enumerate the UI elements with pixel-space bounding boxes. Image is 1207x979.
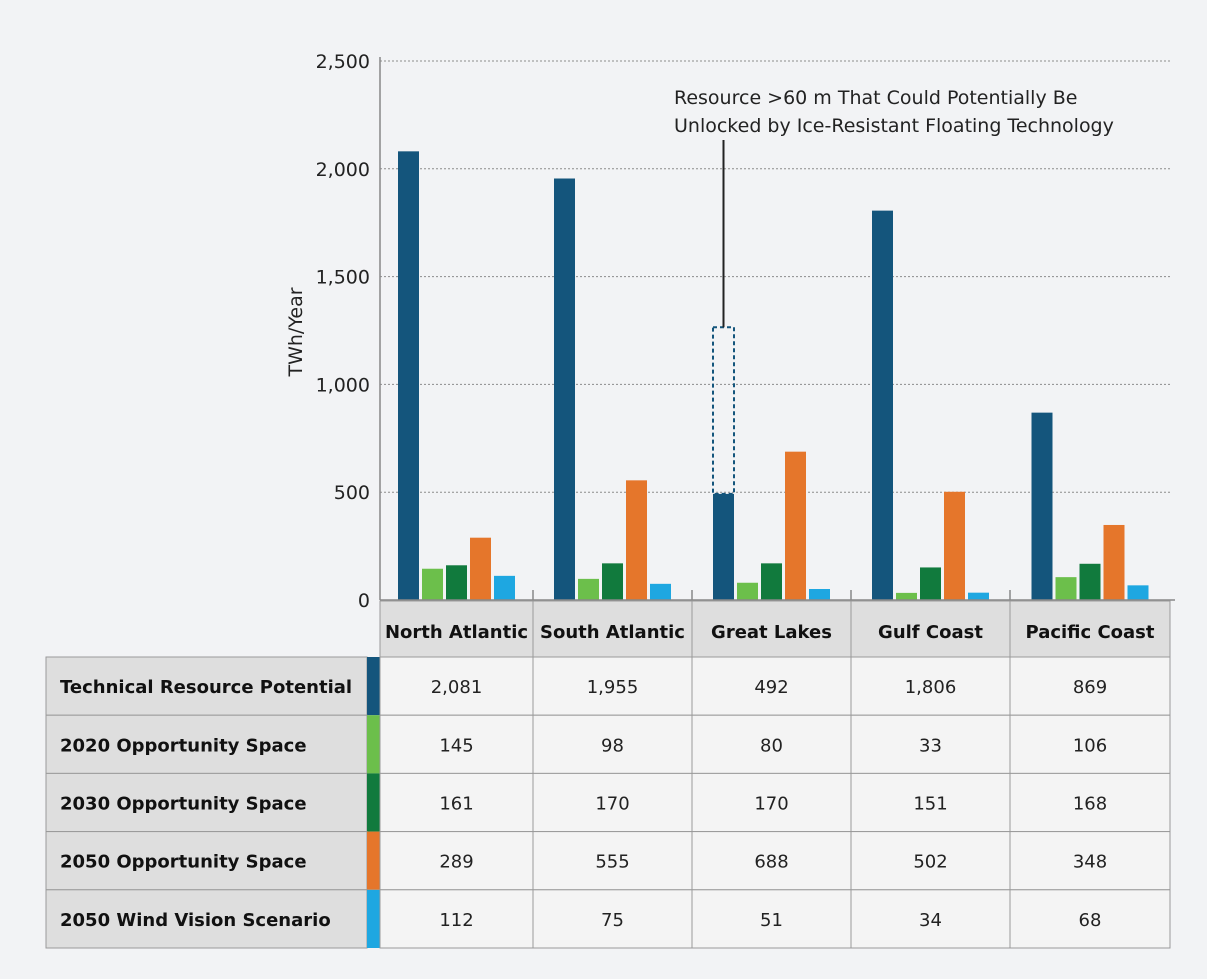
legend-swatch [367,831,380,890]
data-label: 1,955 [587,677,639,698]
data-label: 112 [439,910,473,931]
data-label: 869 [1073,677,1107,698]
legend-swatch [367,715,380,774]
bar [554,178,575,600]
data-label: 106 [1073,735,1107,756]
bar [1055,577,1077,600]
bar [737,582,758,600]
bar [1127,585,1149,600]
data-label: 170 [754,794,788,815]
bars [398,151,1149,600]
y-tick-label: 2,000 [316,159,370,181]
bar [713,493,734,600]
bar [422,568,443,600]
data-label: 289 [439,852,473,873]
row-label-cell [45,889,368,949]
bar [1103,524,1125,600]
axes [379,57,1175,601]
bar [968,592,989,600]
y-tick-label: 1,500 [316,267,370,289]
category-label: North Atlantic [385,622,528,643]
data-label: 75 [601,910,624,931]
bar [626,480,647,600]
legend-swatch [367,657,380,716]
bar [920,567,941,600]
bar [785,451,806,600]
table-row [379,772,1171,833]
annotation-line-1: Resource >60 m That Could Potentially Be [674,87,1077,109]
bar [809,589,830,600]
annotation-line-2: Unlocked by Ice-Resistant Floating Techn… [674,115,1114,137]
data-label: 1,806 [905,677,957,698]
data-label: 492 [754,677,788,698]
table-row [379,889,1171,949]
category-label: Pacific Coast [1025,622,1154,643]
data-table: North Atlantic South Atlantic Great Lakes G… [45,600,1171,949]
bar [494,575,515,600]
data-label: 145 [439,735,473,756]
data-label: 161 [439,794,473,815]
row-label-cell [45,714,368,774]
data-label: 555 [595,852,629,873]
bar [446,565,467,600]
data-label: 502 [913,852,947,873]
annotation: Resource >60 m That Could Potentially Be… [674,87,1114,495]
y-tick-label: 2,500 [316,51,370,73]
data-label: 98 [601,735,624,756]
bar [1031,412,1053,600]
data-label: 348 [1073,852,1107,873]
data-label: 151 [913,794,947,815]
data-label: 34 [919,910,942,931]
y-axis-title: TWh/Year [285,287,307,377]
data-label: 170 [595,794,629,815]
legend-swatch [367,773,380,832]
series-label: 2030 Opportunity Space [60,794,307,815]
series-label: Technical Resource Potential [60,677,352,698]
series-label: 2050 Opportunity Space [60,852,307,873]
y-tick-label: 500 [334,482,370,504]
category-label: Great Lakes [711,622,832,643]
data-label: 168 [1073,794,1107,815]
table-header-row [379,600,1171,658]
data-label: 68 [1079,910,1102,931]
data-label: 688 [754,852,788,873]
y-axis-ticks: 0 500 1,000 1,500 2,000 2,500 [316,51,370,612]
bar [944,491,965,600]
row-label-cell [45,772,368,833]
data-label: 2,081 [431,677,483,698]
data-label: 51 [760,910,783,931]
y-tick-label: 0 [358,590,370,612]
bar [470,537,491,600]
series-label: 2020 Opportunity Space [60,735,307,756]
series-label: 2050 Wind Vision Scenario [60,910,331,931]
category-label: South Atlantic [540,622,685,643]
legend-swatch [367,889,380,948]
data-label: 33 [919,735,942,756]
table-row [379,714,1171,774]
table-row [379,656,1171,716]
row-label-cell [45,656,368,716]
data-label: 80 [760,735,783,756]
bar [578,578,599,600]
bar [761,563,782,600]
row-label-cell [45,831,368,891]
bar [398,151,419,600]
bar [872,210,893,600]
y-tick-label: 1,000 [316,374,370,396]
bar [602,563,623,600]
category-label: Gulf Coast [878,622,983,643]
bar [650,583,671,600]
bar [896,592,917,600]
bar [1079,563,1101,600]
